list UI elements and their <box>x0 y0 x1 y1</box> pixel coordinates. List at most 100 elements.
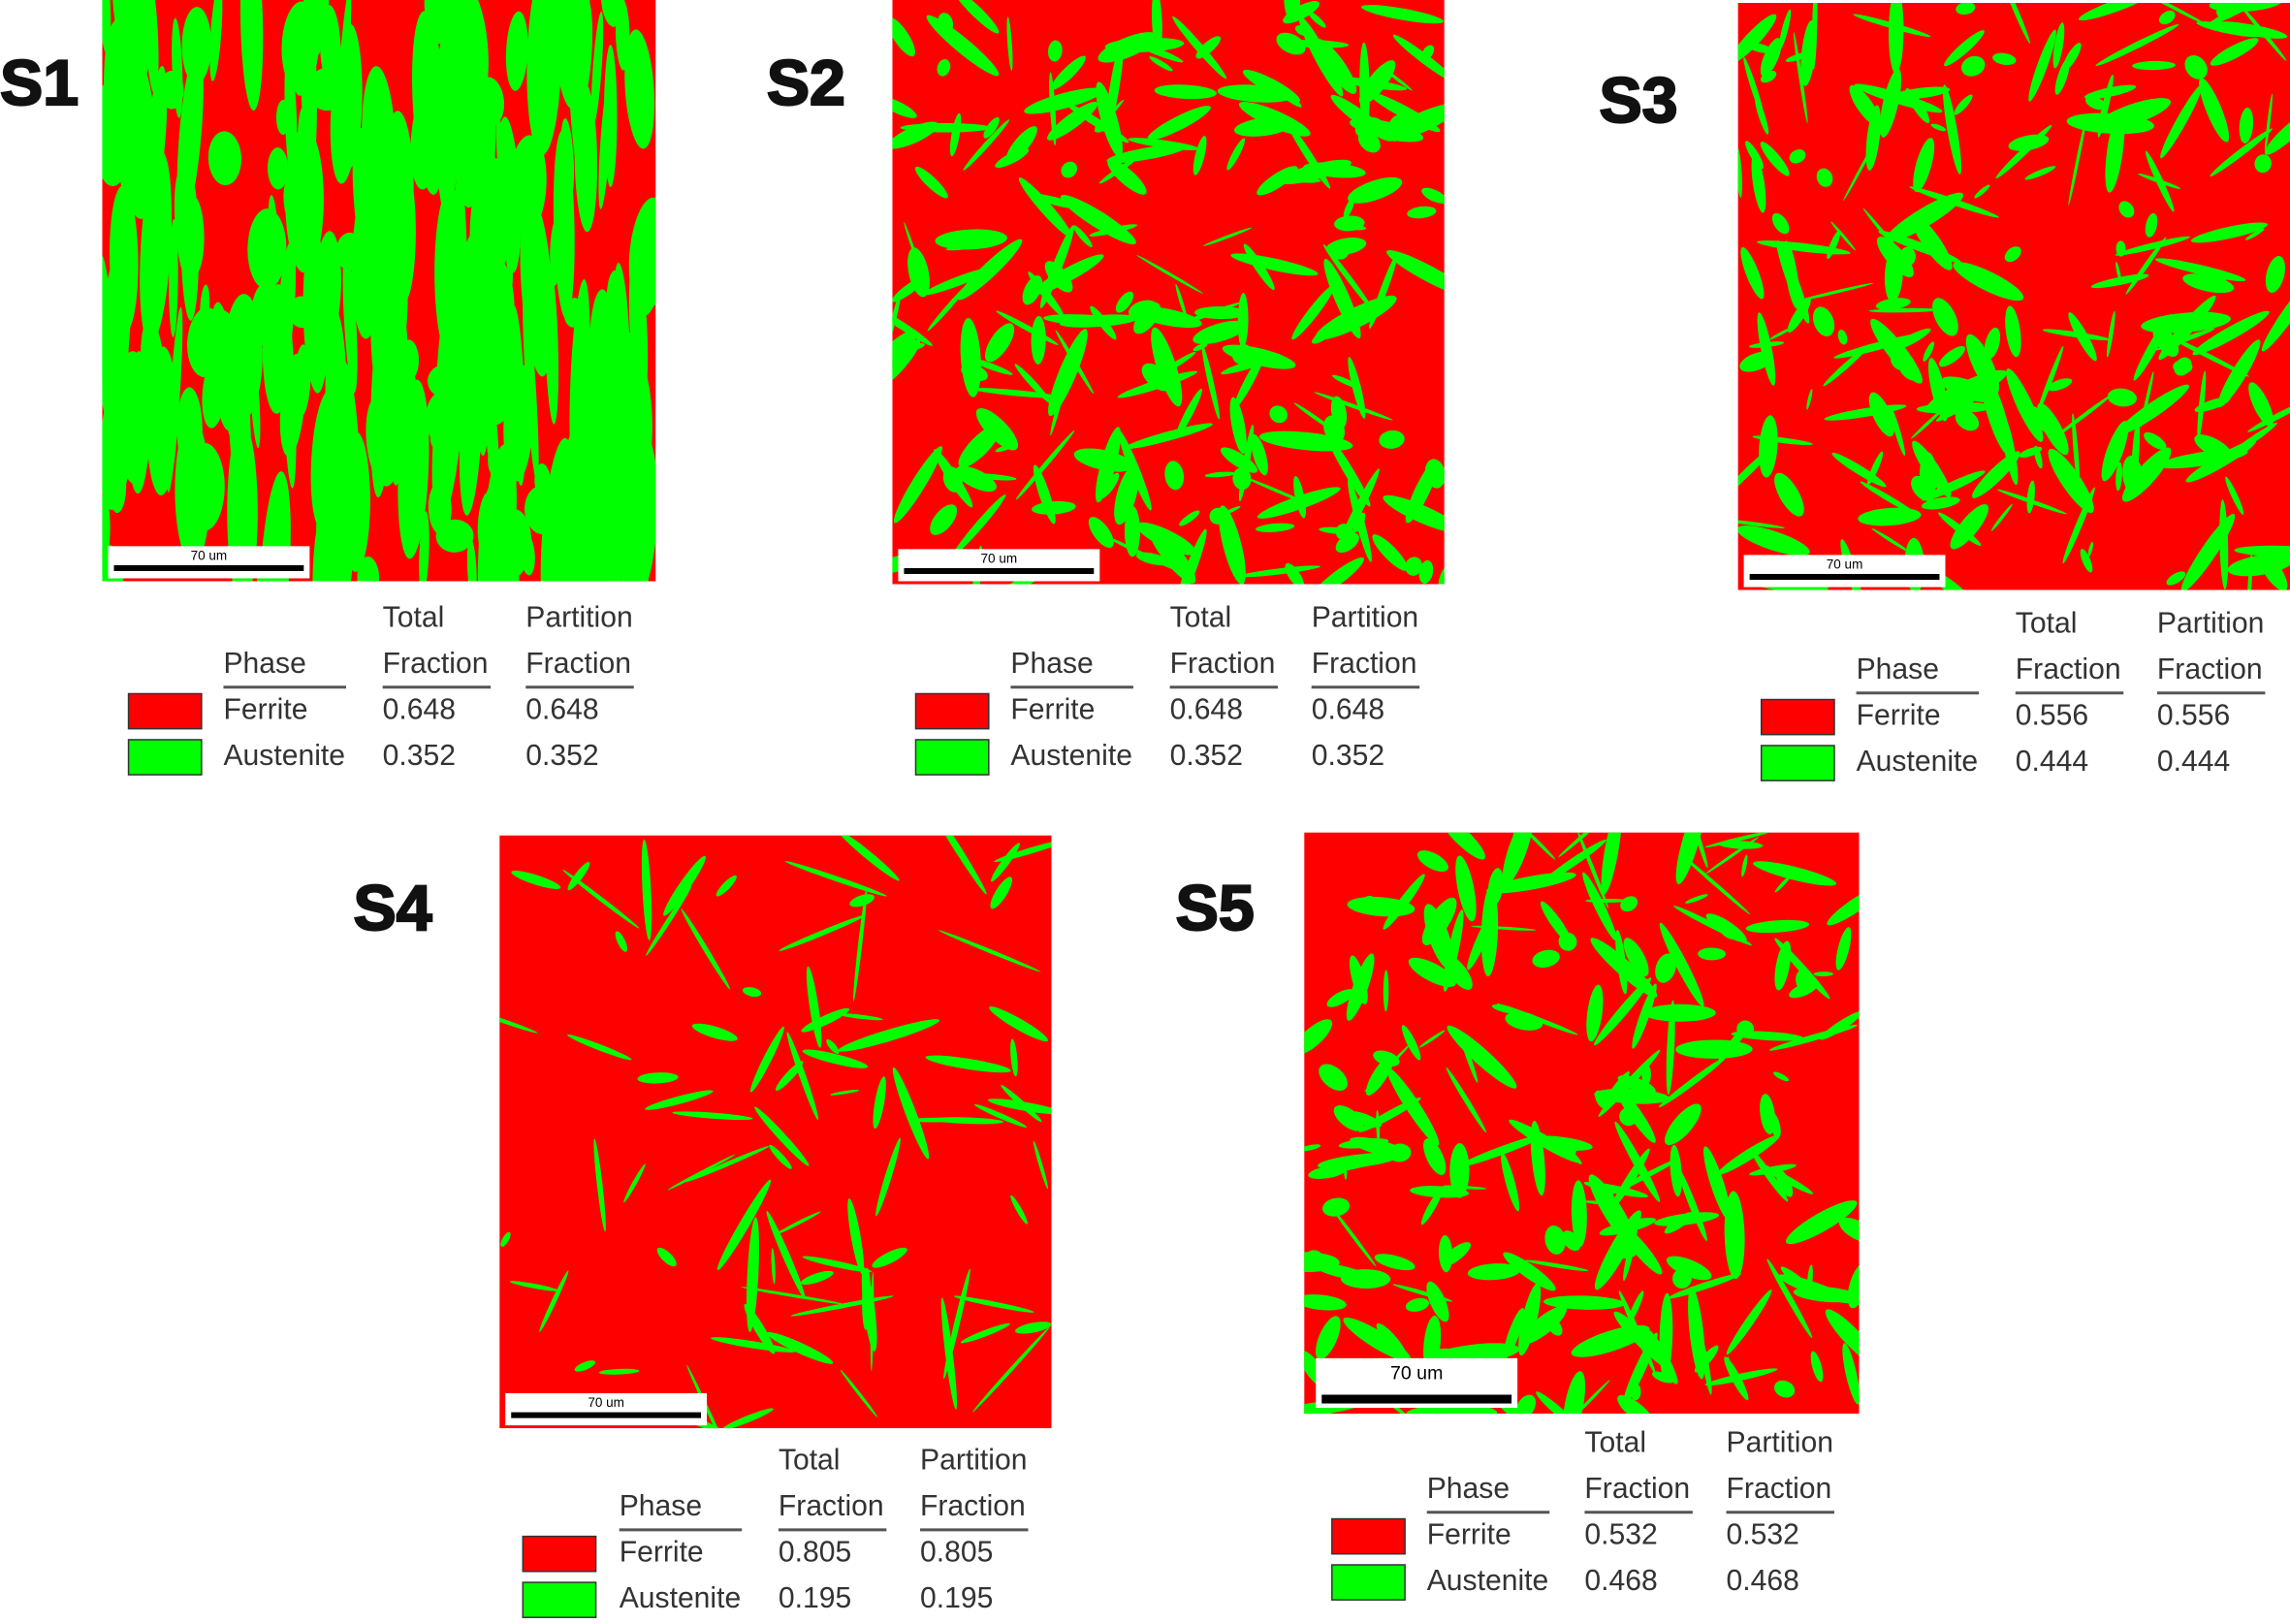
austenite-grain <box>339 361 360 504</box>
austenite-grain <box>1203 227 1253 246</box>
austenite-grain <box>1563 1371 1586 1415</box>
austenite-grain <box>624 29 655 149</box>
austenite-grain <box>2054 58 2070 95</box>
austenite-grain <box>1050 362 1071 436</box>
austenite-grain <box>893 446 942 524</box>
austenite-grain <box>1386 250 1445 298</box>
total-fraction: 0.468 <box>1584 1565 1657 1597</box>
austenite-grain <box>388 310 409 486</box>
austenite-grain <box>1096 427 1122 503</box>
austenite-grain <box>1175 283 1188 320</box>
austenite-grain <box>1935 396 1978 422</box>
austenite-grain <box>1256 523 1295 532</box>
austenite-grain <box>645 1090 714 1110</box>
austenite-grain <box>2118 201 2135 218</box>
austenite-grain <box>1352 512 1366 533</box>
column-header: Partition <box>525 602 632 634</box>
phase-name: Ferrite <box>1010 694 1095 726</box>
austenite-grain <box>1666 1256 1712 1281</box>
austenite-grain <box>1195 36 1222 59</box>
austenite-grain <box>1688 1286 1705 1380</box>
austenite-grain <box>754 1106 810 1166</box>
austenite-grain <box>1718 841 1764 849</box>
austenite-grain <box>1380 65 1413 91</box>
austenite-grain <box>1179 510 1200 526</box>
column-header: Phase <box>1427 1473 1510 1505</box>
austenite-grain <box>2254 154 2272 174</box>
austenite-grain <box>169 218 178 337</box>
austenite-grain <box>200 284 210 332</box>
austenite-grain <box>922 267 995 296</box>
austenite-grain <box>1757 240 1851 255</box>
austenite-grain <box>1487 868 1504 907</box>
austenite-grain <box>960 1322 1010 1344</box>
austenite-grain <box>2209 270 2228 286</box>
partition-fraction: 0.532 <box>1727 1519 1799 1551</box>
austenite-grain <box>1594 1210 1641 1290</box>
austenite-grain <box>590 11 604 127</box>
austenite-grain <box>1420 1187 1444 1226</box>
austenite-grain <box>1777 1274 1853 1304</box>
austenite-grain <box>935 229 1007 250</box>
austenite-grain <box>1536 1391 1580 1415</box>
austenite-grain <box>995 148 1030 169</box>
phase-name: Austenite <box>1010 740 1132 772</box>
austenite-grain <box>426 391 463 449</box>
phase-name: Ferrite <box>1427 1519 1511 1551</box>
austenite-grain <box>2158 11 2176 25</box>
total-fraction: 0.352 <box>1170 740 1243 772</box>
austenite-grain <box>1128 300 1159 319</box>
austenite-grain <box>716 875 737 897</box>
austenite-grain <box>111 43 143 172</box>
austenite-grain <box>1752 435 1813 446</box>
austenite-grain <box>209 0 223 81</box>
austenite-grain <box>1001 1085 1042 1123</box>
column-header: Phase <box>223 648 305 680</box>
austenite-grain <box>907 1117 963 1123</box>
austenite-grain <box>606 331 643 491</box>
austenite-grain <box>1421 45 1435 60</box>
austenite-grain <box>1623 1225 1638 1282</box>
austenite-grain <box>1421 187 1445 204</box>
austenite-grain <box>1349 955 1368 1004</box>
column-header: Total <box>1584 1427 1646 1459</box>
austenite-grain <box>1251 433 1268 476</box>
austenite-grain <box>207 131 242 186</box>
phase-map <box>1304 832 1860 1415</box>
austenite-grain <box>1293 475 1307 519</box>
austenite-grain <box>2132 60 2176 71</box>
austenite-grain <box>1047 40 1063 62</box>
partition-fraction: 0.648 <box>525 694 598 726</box>
phase-name: Ferrite <box>1857 700 1941 732</box>
austenite-grain <box>1615 930 1628 995</box>
austenite-grain <box>746 1217 759 1332</box>
austenite-grain <box>1031 315 1046 365</box>
phase-swatch <box>1331 1564 1406 1601</box>
austenite-grain <box>553 130 575 319</box>
austenite-grain <box>466 537 477 582</box>
scale-bar <box>511 1412 702 1418</box>
austenite-grain <box>1423 1138 1447 1175</box>
austenite-grain <box>1871 527 1911 553</box>
austenite-grain <box>1328 437 1371 507</box>
austenite-grain <box>2115 462 2122 492</box>
austenite-grain <box>1532 949 1560 968</box>
column-header: Fraction <box>779 1490 884 1522</box>
austenite-grain <box>1323 258 1361 339</box>
austenite-grain <box>1759 415 1778 478</box>
partition-fraction: 0.805 <box>920 1537 993 1569</box>
austenite-grain <box>1837 330 1848 345</box>
austenite-grain <box>1372 534 1409 571</box>
austenite-grain <box>1374 1254 1415 1271</box>
austenite-grain <box>1664 1211 1695 1234</box>
austenite-grain <box>686 1364 730 1429</box>
partition-fraction: 0.648 <box>1312 694 1384 726</box>
austenite-grain <box>1117 370 1197 398</box>
austenite-grain <box>892 96 917 118</box>
panel: 70 um S3 Phase Total Fraction Partition Fracti… <box>1598 3 2290 781</box>
austenite-grain <box>2024 166 2056 180</box>
austenite-grain <box>1544 1226 1566 1255</box>
austenite-grain <box>994 839 1052 863</box>
panel-label: S4 <box>354 873 432 944</box>
